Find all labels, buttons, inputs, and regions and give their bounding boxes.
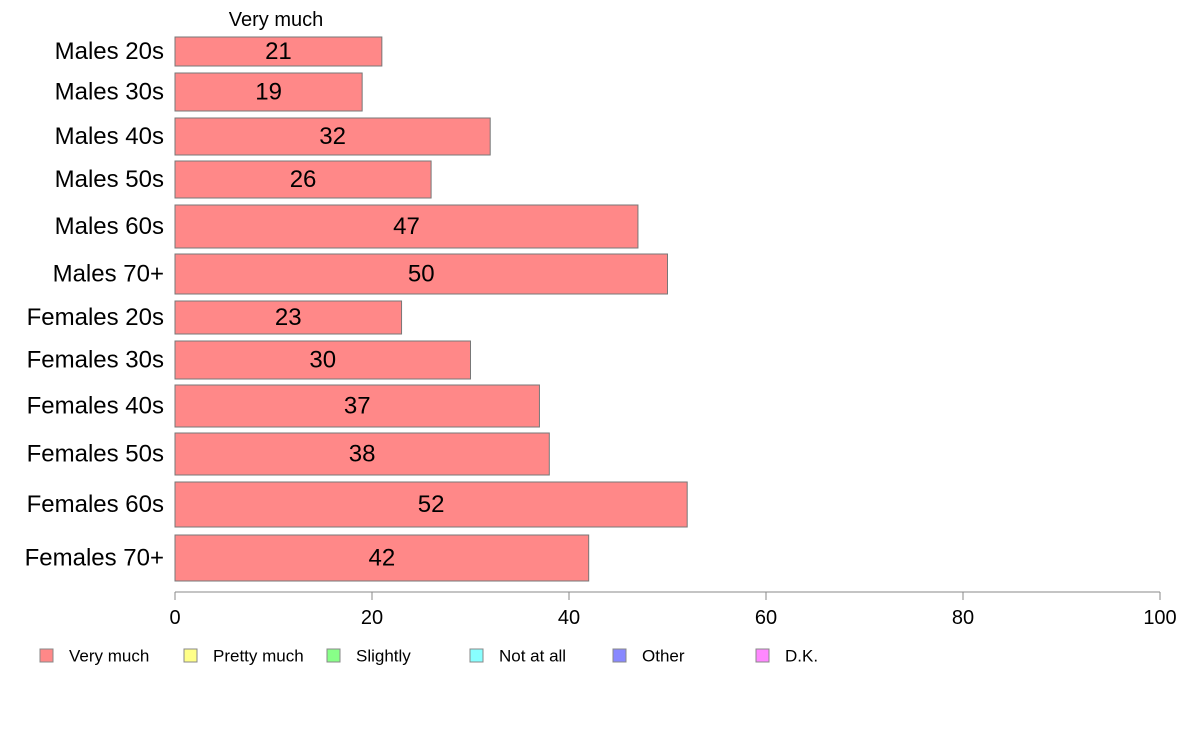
- legend-label: D.K.: [785, 647, 818, 666]
- category-label: Males 60s: [55, 213, 164, 240]
- legend-swatch: [39, 648, 54, 663]
- bar-value-label: 47: [393, 213, 420, 240]
- legend-label: Slightly: [356, 647, 411, 666]
- x-axis: 0 20 40 60 80 100: [169, 591, 1177, 629]
- bar: [174, 384, 540, 428]
- bar: [174, 340, 471, 380]
- legend-label: Very much: [69, 647, 149, 666]
- category-label: Females 20s: [27, 304, 164, 331]
- bar-value-label: 26: [290, 166, 317, 193]
- bar: [174, 300, 403, 335]
- legend-label: Pretty much: [213, 647, 304, 666]
- x-tick-label: 40: [558, 607, 580, 629]
- category-label: Females 40s: [27, 393, 164, 420]
- legend-label: Not at all: [499, 647, 566, 666]
- legend-swatch: [755, 648, 770, 663]
- bar: [174, 160, 432, 199]
- bar: [174, 204, 639, 249]
- category-label: Males 40s: [55, 123, 164, 150]
- bar: [174, 72, 363, 112]
- bar-value-label: 21: [265, 38, 292, 65]
- legend-swatch: [612, 648, 627, 663]
- category-label: Males 50s: [55, 166, 164, 193]
- bar: [174, 117, 491, 156]
- x-tick-label: 100: [1143, 607, 1176, 629]
- legend: Very much Pretty much Slightly Not at all Ot…: [39, 647, 818, 666]
- legend-swatch: [469, 648, 484, 663]
- bar: [174, 432, 550, 476]
- legend-swatch: [183, 648, 198, 663]
- category-label: Males 30s: [55, 79, 164, 106]
- bar-value-label: 19: [255, 79, 282, 106]
- category-labels: Males 20s Males 30s Males 40s Males 50s Male…: [25, 38, 164, 572]
- bar: [174, 253, 668, 295]
- x-tick-label: 60: [755, 607, 777, 629]
- series-header: Very much: [229, 9, 323, 31]
- bar: [174, 36, 383, 67]
- bar: [174, 481, 688, 528]
- bar-value-label: 50: [408, 261, 435, 288]
- x-tick-label: 20: [361, 607, 383, 629]
- category-label: Females 70+: [25, 545, 164, 572]
- bar-value-label: 30: [309, 347, 336, 374]
- bar-value-label: 42: [368, 545, 395, 572]
- legend-label: Other: [642, 647, 685, 666]
- category-label: Females 30s: [27, 347, 164, 374]
- x-tick-label: 0: [169, 607, 180, 629]
- bar-value-label: 32: [319, 123, 346, 150]
- x-tick-label: 80: [952, 607, 974, 629]
- category-label: Females 50s: [27, 441, 164, 468]
- category-label: Males 20s: [55, 38, 164, 65]
- bar-value-label: 23: [275, 304, 302, 331]
- legend-swatch: [326, 648, 341, 663]
- bar: [174, 534, 590, 582]
- bar-value-label: 38: [349, 441, 376, 468]
- bar-value-label: 37: [344, 393, 371, 420]
- category-label: Males 70+: [53, 261, 164, 288]
- bar-value-label: 52: [418, 491, 445, 518]
- category-label: Females 60s: [27, 491, 164, 518]
